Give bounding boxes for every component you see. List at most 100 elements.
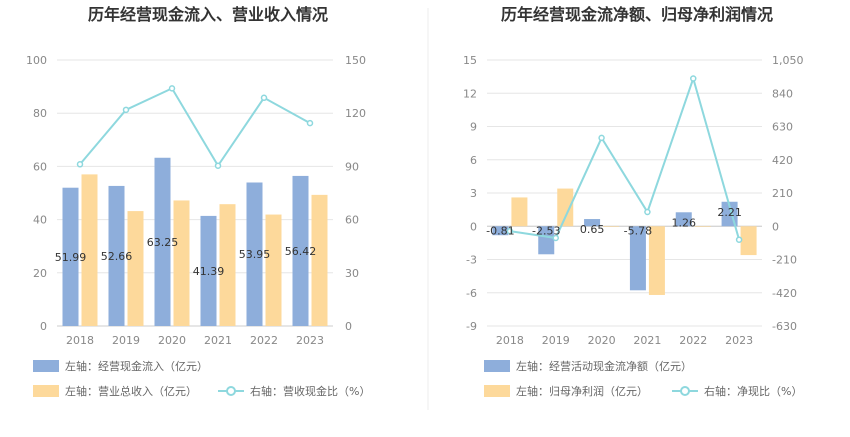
right-axis-tick: 90 bbox=[345, 160, 359, 173]
x-axis-tick: 2020 bbox=[588, 334, 616, 347]
left-axis-tick: -9 bbox=[466, 320, 477, 333]
bar-2[interactable] bbox=[127, 211, 144, 326]
right-axis-tick: -630 bbox=[772, 320, 797, 333]
line-point[interactable] bbox=[214, 162, 222, 169]
bar-2[interactable] bbox=[173, 200, 190, 326]
bar-2[interactable] bbox=[219, 204, 236, 326]
bar-2[interactable] bbox=[81, 174, 98, 326]
legend-label: 右轴：营收现金比（%） bbox=[250, 384, 370, 398]
data-label: 63.25 bbox=[147, 236, 179, 249]
right-axis-tick: -420 bbox=[772, 287, 797, 300]
data-label: 56.42 bbox=[285, 245, 317, 258]
right-axis-tick: 0 bbox=[345, 320, 352, 333]
data-label: 0.65 bbox=[580, 223, 605, 236]
left-axis-tick: 12 bbox=[463, 87, 477, 100]
line-point[interactable] bbox=[690, 75, 697, 82]
chart-2: 历年经营现金流净额、归母净利润情况 -9 -630 -6 -420 -3 -210 0 0 3 21… bbox=[463, 5, 804, 398]
data-label: -2.53 bbox=[532, 224, 560, 237]
bar-1[interactable] bbox=[292, 175, 309, 326]
data-label: 53.95 bbox=[239, 248, 271, 261]
data-label: 2.21 bbox=[717, 206, 742, 219]
x-axis-tick: 2021 bbox=[633, 334, 661, 347]
legend-label: 左轴：经营活动现金流净额（亿元） bbox=[516, 359, 692, 373]
x-axis-tick: 2022 bbox=[250, 334, 278, 347]
bar-1[interactable] bbox=[108, 185, 125, 326]
bar-1[interactable] bbox=[492, 226, 509, 236]
bar-1[interactable] bbox=[200, 215, 217, 326]
x-axis-tick: 2018 bbox=[496, 334, 524, 347]
right-axis-tick: 30 bbox=[345, 267, 359, 280]
left-axis-tick: 20 bbox=[33, 267, 47, 280]
bar-2[interactable] bbox=[265, 214, 282, 326]
line-point[interactable] bbox=[122, 106, 130, 114]
left-axis-tick: 0 bbox=[40, 320, 47, 333]
data-label: 52.66 bbox=[101, 250, 133, 263]
bar-2[interactable] bbox=[694, 226, 711, 227]
bar-1[interactable] bbox=[629, 226, 646, 291]
legend-swatch bbox=[484, 385, 510, 397]
right-axis-tick: 0 bbox=[772, 220, 779, 233]
x-axis-tick: 2018 bbox=[66, 334, 94, 347]
right-axis-tick: 60 bbox=[345, 214, 359, 227]
right-axis-tick: 210 bbox=[772, 187, 793, 200]
left-axis-tick: 15 bbox=[463, 54, 477, 67]
line-series bbox=[509, 75, 741, 240]
left-axis-tick: 100 bbox=[26, 54, 47, 67]
line-point[interactable] bbox=[552, 234, 559, 242]
legend-swatch bbox=[33, 360, 59, 372]
line-point[interactable] bbox=[644, 208, 651, 216]
line-series bbox=[79, 87, 311, 168]
line-point[interactable] bbox=[260, 94, 268, 102]
chart-title: 历年经营现金流净额、归母净利润情况 bbox=[501, 5, 773, 24]
x-axis-tick: 2020 bbox=[158, 334, 186, 347]
bar-2[interactable] bbox=[557, 188, 574, 227]
x-axis-tick: 2021 bbox=[204, 334, 232, 347]
bar-2[interactable] bbox=[511, 197, 528, 227]
bar-2[interactable] bbox=[311, 194, 328, 326]
bar-1[interactable] bbox=[584, 219, 601, 227]
right-axis-tick: 150 bbox=[345, 54, 366, 67]
chart-1: 历年经营现金流入、营业收入情况 0 0 20 30 40 60 60 90 80 120 100 150… bbox=[26, 5, 370, 398]
line-point[interactable] bbox=[735, 236, 743, 243]
legend-label: 左轴：经营现金流入（亿元） bbox=[65, 359, 208, 373]
left-axis-tick: 6 bbox=[470, 154, 477, 167]
left-axis-tick: -6 bbox=[466, 287, 477, 300]
x-axis-tick: 2023 bbox=[725, 334, 753, 347]
bar-2[interactable] bbox=[648, 226, 665, 295]
legend-swatch-dot bbox=[680, 386, 690, 396]
legend-label: 左轴：归母净利润（亿元） bbox=[516, 384, 648, 398]
bar-1[interactable] bbox=[62, 187, 79, 326]
left-axis-tick: 0 bbox=[470, 220, 477, 233]
line-point[interactable] bbox=[76, 161, 84, 168]
right-axis-tick: 120 bbox=[345, 107, 366, 120]
bar-1[interactable] bbox=[154, 157, 171, 326]
right-axis-tick: 630 bbox=[772, 121, 793, 134]
line-point[interactable] bbox=[168, 85, 176, 92]
x-axis-tick: 2019 bbox=[542, 334, 570, 347]
x-axis-tick: 2019 bbox=[112, 334, 140, 347]
left-axis-tick: 80 bbox=[33, 107, 47, 120]
left-axis-tick: 60 bbox=[33, 160, 47, 173]
line-point[interactable] bbox=[506, 227, 514, 235]
bar-2[interactable] bbox=[740, 226, 757, 256]
data-label: 41.39 bbox=[193, 265, 225, 278]
bar-1[interactable] bbox=[246, 182, 263, 326]
bar-1[interactable] bbox=[538, 226, 555, 255]
left-axis-tick: 9 bbox=[470, 121, 477, 134]
data-label: -0.81 bbox=[486, 224, 514, 237]
data-label: -5.78 bbox=[624, 224, 652, 237]
line-point[interactable] bbox=[306, 119, 314, 127]
bar-2[interactable] bbox=[603, 226, 620, 227]
legend-swatch-dot bbox=[226, 386, 236, 396]
right-axis-tick: 1,050 bbox=[772, 54, 804, 67]
right-axis-tick: -210 bbox=[772, 254, 797, 267]
left-axis-tick: 40 bbox=[33, 214, 47, 227]
legend-label: 左轴：营业总收入（亿元） bbox=[65, 384, 197, 398]
left-axis-tick: -3 bbox=[466, 254, 477, 267]
bar-1[interactable] bbox=[675, 212, 692, 227]
line-point[interactable] bbox=[598, 134, 605, 142]
x-axis-tick: 2022 bbox=[679, 334, 707, 347]
chart-title: 历年经营现金流入、营业收入情况 bbox=[88, 5, 328, 24]
